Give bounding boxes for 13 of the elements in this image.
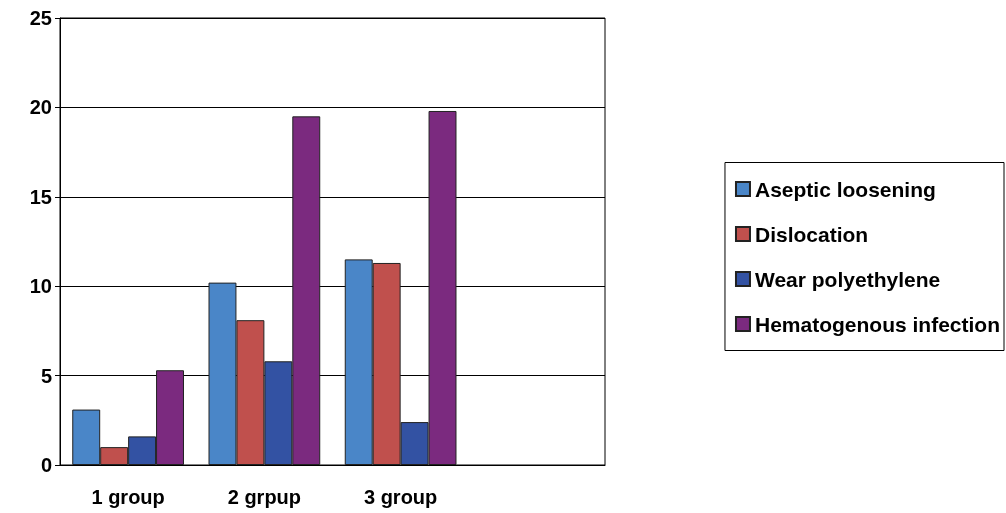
- y-tick-label: 25: [29, 7, 52, 29]
- y-tick-label: 15: [29, 185, 52, 208]
- x-tick-label: 2 grpup: [227, 486, 302, 508]
- y-tick-label: 5: [40, 364, 52, 387]
- legend-label: Aseptic loosening: [754, 177, 936, 201]
- legend-label: Hematogenous infection: [754, 312, 1001, 336]
- y-tick-label: 20: [29, 96, 52, 119]
- legend-label: Wear polyethylene: [754, 267, 941, 291]
- y-tick-label: 0: [40, 454, 52, 476]
- x-tick-label: 3 group: [363, 486, 438, 508]
- legend-label: Dislocation: [754, 222, 869, 246]
- y-tick-label: 10: [29, 275, 52, 298]
- x-tick-label: 1 group: [91, 486, 165, 508]
